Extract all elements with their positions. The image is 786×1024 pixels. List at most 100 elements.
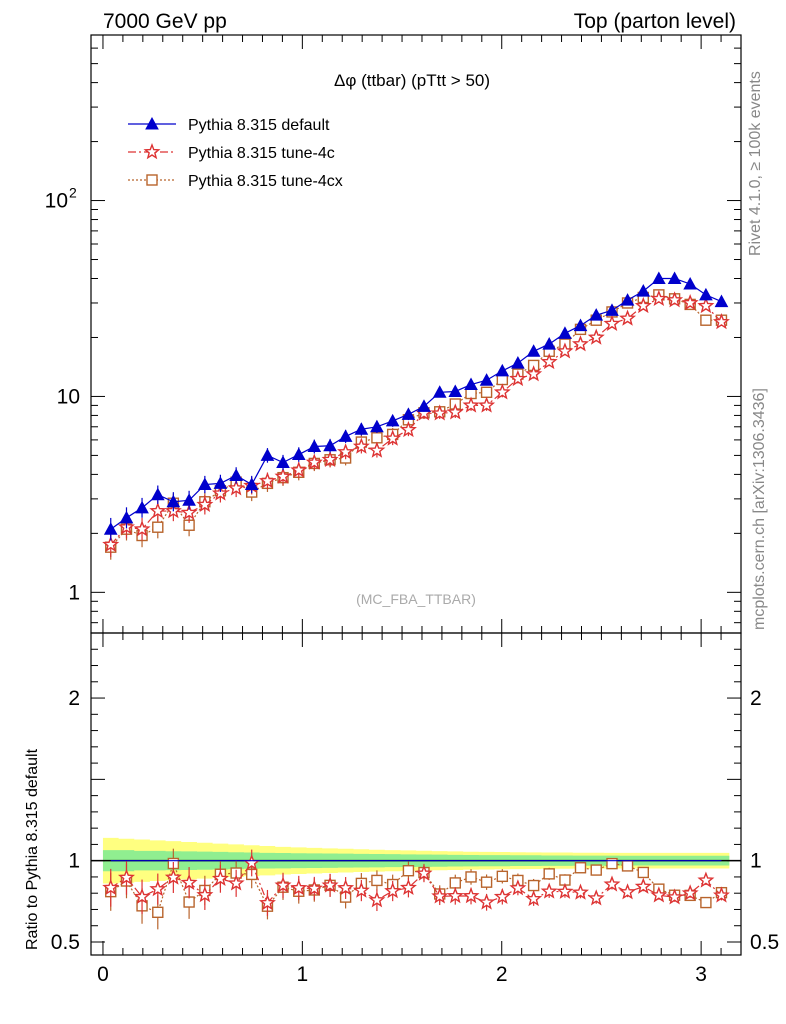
data-point — [258, 472, 276, 489]
ratio-point — [525, 889, 543, 907]
ratio-point — [603, 875, 621, 892]
data-point — [525, 365, 543, 382]
ratio-point — [384, 882, 402, 899]
ratio-point — [274, 876, 292, 893]
ratio-y-tick-label-right: 2 — [750, 687, 762, 710]
ratio-point — [227, 874, 245, 891]
x-tick-labels: 0 1 2 3 — [97, 963, 707, 986]
legend: Pythia 8.315 default Pythia 8.315 tune-4c… — [128, 116, 343, 190]
ratio-point — [493, 887, 511, 905]
x-tick-label: 0 — [97, 963, 109, 986]
data-point — [260, 448, 275, 461]
ratio-series-star — [102, 849, 730, 916]
data-point — [417, 399, 431, 412]
main-series-group — [102, 271, 730, 560]
data-point — [634, 296, 652, 314]
process-label: Top (parton level) — [574, 10, 736, 33]
data-point — [526, 344, 541, 357]
data-point — [509, 369, 527, 387]
series-triangle — [103, 271, 729, 541]
data-point — [681, 294, 699, 311]
ratio-y-tick-label-right: 0.5 — [750, 931, 779, 954]
legend-marker — [143, 143, 161, 160]
ratio-point — [399, 878, 417, 896]
x-tick-label: 1 — [297, 963, 309, 986]
legend-marker — [146, 174, 158, 186]
data-point — [432, 385, 447, 398]
ratio-point — [606, 857, 618, 870]
ratio-point — [666, 888, 684, 905]
legend-marker — [145, 116, 159, 130]
data-point — [276, 455, 290, 469]
ratio-point — [183, 896, 195, 908]
data-point — [119, 510, 134, 524]
ratio-point — [556, 882, 574, 899]
data-point — [182, 493, 196, 506]
data-point — [352, 437, 370, 454]
ratio-y-tick-label-right: 1 — [750, 850, 762, 873]
data-point — [385, 413, 400, 427]
ratio-point — [211, 869, 229, 886]
data-point — [573, 318, 588, 332]
ratio-point — [590, 864, 602, 876]
ratio-point — [587, 889, 605, 906]
data-point — [650, 289, 668, 307]
ratio-point — [496, 870, 509, 883]
data-point — [291, 447, 306, 461]
ratio-point — [290, 879, 308, 896]
data-point — [198, 477, 212, 491]
ratio-point — [700, 896, 712, 909]
ratio-point — [449, 877, 461, 889]
data-point — [103, 522, 118, 535]
data-point — [714, 294, 729, 308]
ratio-point — [402, 865, 415, 877]
ratio-point — [164, 868, 182, 885]
ratio-point — [478, 893, 496, 910]
data-point — [135, 500, 149, 514]
ratio-point — [180, 873, 198, 890]
ratio-point — [712, 886, 730, 903]
ratio-point — [258, 894, 276, 911]
ratio-point — [337, 879, 355, 896]
data-point — [274, 467, 292, 484]
ratio-point — [117, 868, 135, 885]
data-point — [384, 429, 402, 446]
data-point — [462, 396, 480, 413]
legend-label: Pythia 8.315 default — [188, 117, 330, 134]
ratio-point — [571, 883, 590, 900]
data-point — [305, 453, 323, 470]
data-point — [196, 495, 214, 512]
data-point — [699, 287, 713, 301]
data-point — [149, 502, 167, 519]
ratio-point — [196, 886, 214, 903]
data-point — [371, 432, 383, 444]
data-point — [133, 520, 151, 537]
ratio-point — [527, 879, 540, 892]
data-point — [448, 384, 463, 397]
ratio-point — [149, 880, 167, 897]
ratio-y-tick-label: 2 — [68, 687, 80, 710]
data-point — [542, 337, 557, 350]
ratio-point — [133, 887, 151, 905]
ratio-line — [110, 861, 722, 905]
ratio-point — [465, 871, 477, 883]
data-point — [370, 419, 384, 433]
data-point — [697, 296, 715, 314]
data-point — [229, 468, 243, 481]
data-point — [102, 535, 120, 552]
ratio-point — [637, 866, 650, 879]
data-point — [152, 521, 164, 533]
ratio-point — [305, 879, 323, 896]
ratio-point — [462, 887, 480, 904]
legend-label: Pythia 8.315 tune-4c — [188, 145, 335, 162]
data-point — [431, 404, 449, 421]
ratio-point — [509, 879, 527, 896]
ratio-point — [352, 881, 370, 898]
data-point — [227, 479, 245, 496]
data-point — [589, 308, 604, 321]
data-point — [605, 303, 619, 316]
x-tick-label: 3 — [695, 963, 707, 986]
data-point — [479, 373, 494, 386]
